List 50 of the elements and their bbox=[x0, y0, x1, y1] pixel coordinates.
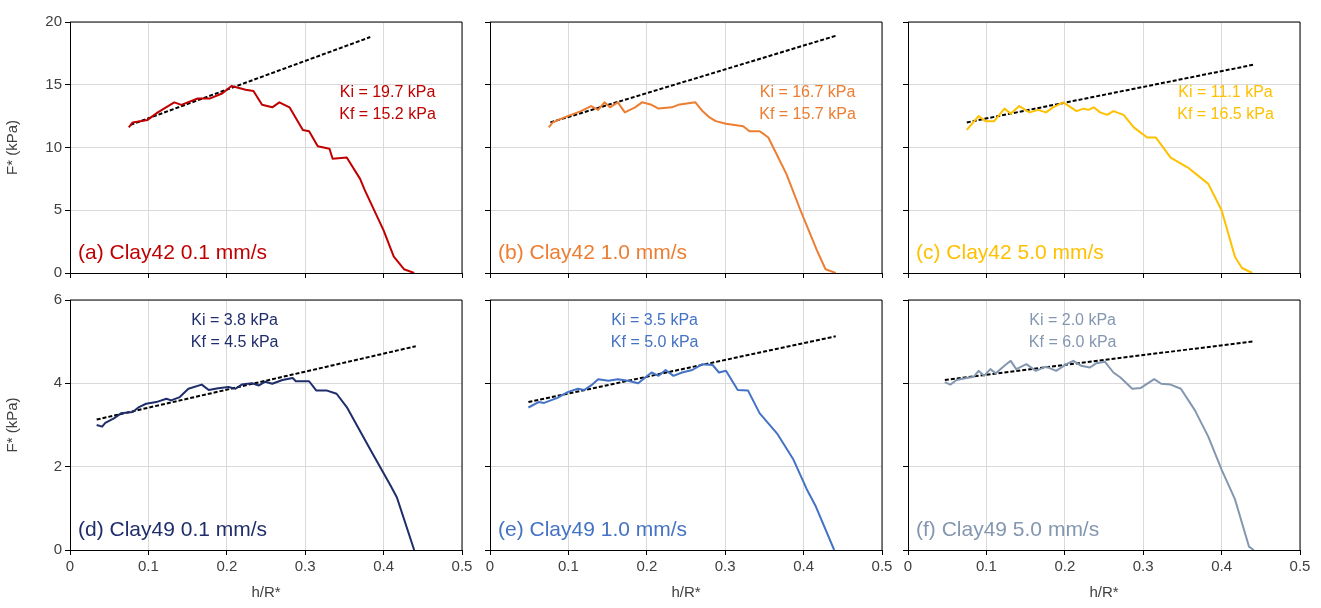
annotation: (d) Clay49 0.1 mm/s bbox=[78, 517, 268, 540]
x-tick-label: 0.3 bbox=[714, 557, 736, 575]
y-tick-label: 5 bbox=[53, 200, 62, 218]
x-axis-title: h/R* bbox=[1089, 583, 1119, 601]
annotation: Ki = 16.7 kPa bbox=[759, 83, 856, 101]
x-tick-label: 0 bbox=[903, 557, 913, 575]
x-axis-title: h/R* bbox=[251, 583, 281, 601]
annotation: Ki = 3.8 kPa bbox=[191, 311, 279, 328]
x-axis-title: h/R* bbox=[671, 583, 701, 601]
x-tick-label: 0.2 bbox=[1054, 557, 1076, 575]
x-tick-label: 0 bbox=[65, 557, 75, 575]
y-axis-title: F* (kPa) bbox=[3, 397, 21, 453]
x-tick-label: 0 bbox=[485, 557, 495, 575]
y-tick-label: 2 bbox=[53, 456, 62, 474]
x-tick-label: 0.1 bbox=[975, 557, 997, 575]
y-tick-label: 4 bbox=[53, 373, 62, 391]
annotation: Ki = 2.0 kPa bbox=[1029, 311, 1117, 328]
x-tick-label: 0.5 bbox=[871, 557, 893, 575]
x-tick-label: 0.1 bbox=[137, 557, 159, 575]
y-tick-label: 0 bbox=[53, 263, 62, 281]
y-tick-label: 10 bbox=[45, 137, 62, 155]
annotation: Ki = 3.5 kPa bbox=[611, 311, 699, 328]
annotation: Kf = 15.7 kPa bbox=[759, 105, 856, 123]
x-tick-label: 0.2 bbox=[636, 557, 658, 575]
annotation: Kf = 15.2 kPa bbox=[339, 105, 436, 123]
annotation: Kf = 6.0 kPa bbox=[1028, 333, 1117, 350]
annotation: Kf = 4.5 kPa bbox=[190, 333, 279, 350]
y-tick-label: 6 bbox=[53, 290, 62, 308]
annotation: Ki = 19.7 kPa bbox=[339, 83, 436, 101]
annotation: Kf = 5.0 kPa bbox=[610, 333, 699, 350]
y-tick-label: 0 bbox=[53, 540, 62, 558]
annotation: (c) Clay42 5.0 mm/s bbox=[916, 240, 1104, 263]
y-tick-label: 20 bbox=[45, 12, 62, 30]
x-tick-label: 0.2 bbox=[216, 557, 238, 575]
x-tick-label: 0.5 bbox=[1289, 557, 1311, 575]
annotation: Ki = 11.1 kPa bbox=[1178, 83, 1273, 101]
x-tick-label: 0.4 bbox=[1211, 557, 1233, 575]
x-tick-label: 0.4 bbox=[373, 557, 395, 575]
y-axis-title: F* (kPa) bbox=[3, 119, 21, 176]
x-tick-label: 0.3 bbox=[294, 557, 316, 575]
x-tick-label: 0.5 bbox=[451, 557, 473, 575]
x-tick-label: 0.1 bbox=[557, 557, 579, 575]
annotation: (b) Clay42 1.0 mm/s bbox=[498, 240, 688, 263]
x-tick-label: 0.3 bbox=[1132, 557, 1154, 575]
x-tick-label: 0.4 bbox=[793, 557, 815, 575]
annotation: Kf = 16.5 kPa bbox=[1177, 105, 1274, 123]
annotation: (f) Clay49 5.0 mm/s bbox=[916, 517, 1100, 540]
annotation: (e) Clay49 1.0 mm/s bbox=[498, 517, 688, 540]
y-tick-label: 15 bbox=[45, 74, 62, 92]
annotation: (a) Clay42 0.1 mm/s bbox=[78, 240, 268, 263]
